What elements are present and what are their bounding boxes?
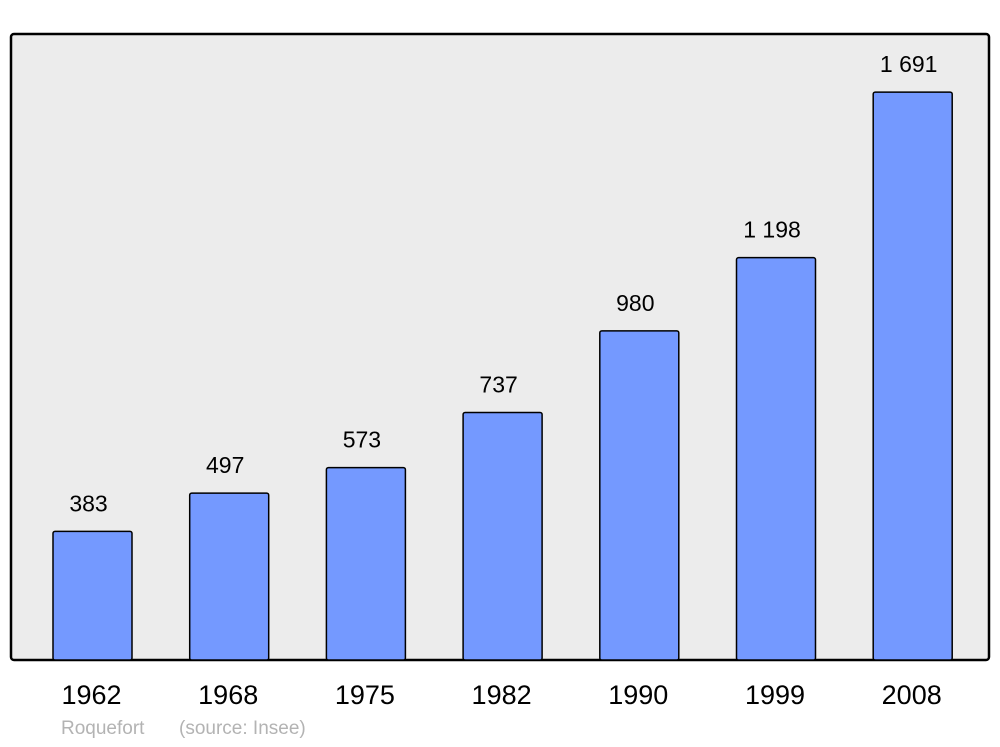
x-tick-label-1968: 1968: [198, 680, 258, 710]
x-tick-label-1990: 1990: [608, 680, 668, 710]
data-label-1990: 980: [616, 290, 654, 316]
place-name: Roquefort: [61, 718, 145, 739]
data-label-1999: 1 198: [743, 217, 801, 243]
bar-2008: [872, 91, 953, 661]
bar-1968: [188, 492, 270, 661]
x-tick-label-1975: 1975: [335, 680, 395, 710]
x-tick-label-1999: 1999: [745, 680, 805, 710]
bar-1975: [325, 466, 407, 661]
data-label-1962: 383: [69, 490, 107, 516]
data-label-1975: 573: [343, 427, 381, 453]
source-note: (source: Insee): [179, 718, 306, 739]
bar-1999: [735, 256, 817, 661]
x-tick-label-1982: 1982: [472, 680, 532, 710]
bar-1962: [52, 530, 133, 661]
data-label-1968: 497: [206, 452, 244, 478]
x-tick-label-2008: 2008: [882, 680, 942, 710]
bar-1990: [599, 330, 680, 661]
bar-1982: [462, 411, 543, 661]
data-label-1982: 737: [479, 371, 517, 397]
x-tick-label-1962: 1962: [61, 680, 121, 710]
data-label-2008: 1 691: [880, 51, 938, 77]
